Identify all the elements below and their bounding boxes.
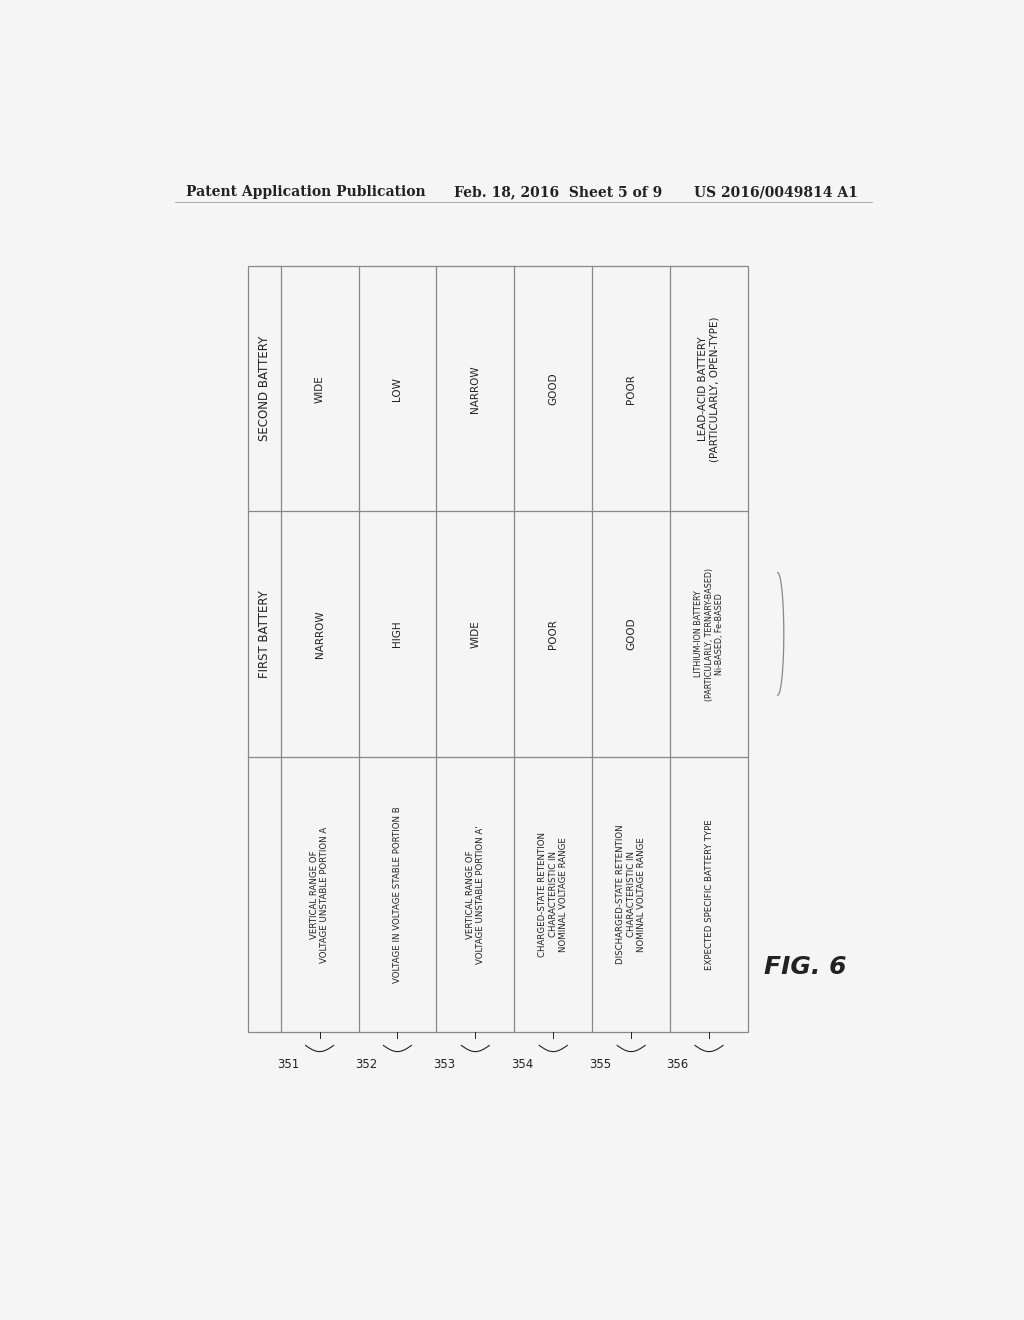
Text: WIDE: WIDE: [314, 375, 325, 403]
Text: EXPECTED SPECIFIC BATTERY TYPE: EXPECTED SPECIFIC BATTERY TYPE: [705, 820, 714, 970]
Text: 352: 352: [355, 1057, 377, 1071]
Text: 356: 356: [667, 1057, 689, 1071]
Text: POOR: POOR: [548, 619, 558, 649]
Text: 351: 351: [278, 1057, 299, 1071]
Text: VERTICAL RANGE OF
VOLTAGE UNSTABLE PORTION A: VERTICAL RANGE OF VOLTAGE UNSTABLE PORTI…: [310, 826, 330, 962]
Text: LITHIUM-ION BATTERY
(PARTICULARLY, TERNARY-BASED)
Ni-BASED, Fe-BASED: LITHIUM-ION BATTERY (PARTICULARLY, TERNA…: [694, 568, 724, 701]
Text: NARROW: NARROW: [314, 610, 325, 657]
Text: FIRST BATTERY: FIRST BATTERY: [258, 590, 271, 678]
Bar: [248, 267, 748, 1032]
Text: HIGH: HIGH: [392, 620, 402, 647]
Text: GOOD: GOOD: [626, 618, 636, 651]
Text: GOOD: GOOD: [548, 372, 558, 405]
Text: CHARGED-STATE RETENTION
CHARACTERISTIC IN
NOMINAL VOLTAGE RANGE: CHARGED-STATE RETENTION CHARACTERISTIC I…: [539, 832, 568, 957]
Text: LEAD-ACID BATTERY
(PARTICULARLY, OPEN-TYPE): LEAD-ACID BATTERY (PARTICULARLY, OPEN-TY…: [698, 315, 720, 462]
Text: Feb. 18, 2016  Sheet 5 of 9: Feb. 18, 2016 Sheet 5 of 9: [454, 185, 662, 199]
Text: VERTICAL RANGE OF
VOLTAGE UNSTABLE PORTION A': VERTICAL RANGE OF VOLTAGE UNSTABLE PORTI…: [466, 825, 485, 964]
Text: POOR: POOR: [626, 374, 636, 404]
Text: 354: 354: [511, 1057, 534, 1071]
Text: SECOND BATTERY: SECOND BATTERY: [258, 337, 271, 441]
Text: Patent Application Publication: Patent Application Publication: [186, 185, 426, 199]
Text: NARROW: NARROW: [470, 364, 480, 413]
Text: LOW: LOW: [392, 376, 402, 401]
Text: 355: 355: [589, 1057, 611, 1071]
Text: VOLTAGE IN VOLTAGE STABLE PORTION B: VOLTAGE IN VOLTAGE STABLE PORTION B: [393, 807, 402, 983]
Text: FIG. 6: FIG. 6: [764, 954, 846, 979]
Text: 353: 353: [433, 1057, 455, 1071]
Text: DISCHARGED-STATE RETENTION
CHARACTERISTIC IN
NOMINAL VOLTAGE RANGE: DISCHARGED-STATE RETENTION CHARACTERISTI…: [616, 825, 646, 964]
Text: WIDE: WIDE: [470, 620, 480, 648]
Text: US 2016/0049814 A1: US 2016/0049814 A1: [693, 185, 858, 199]
